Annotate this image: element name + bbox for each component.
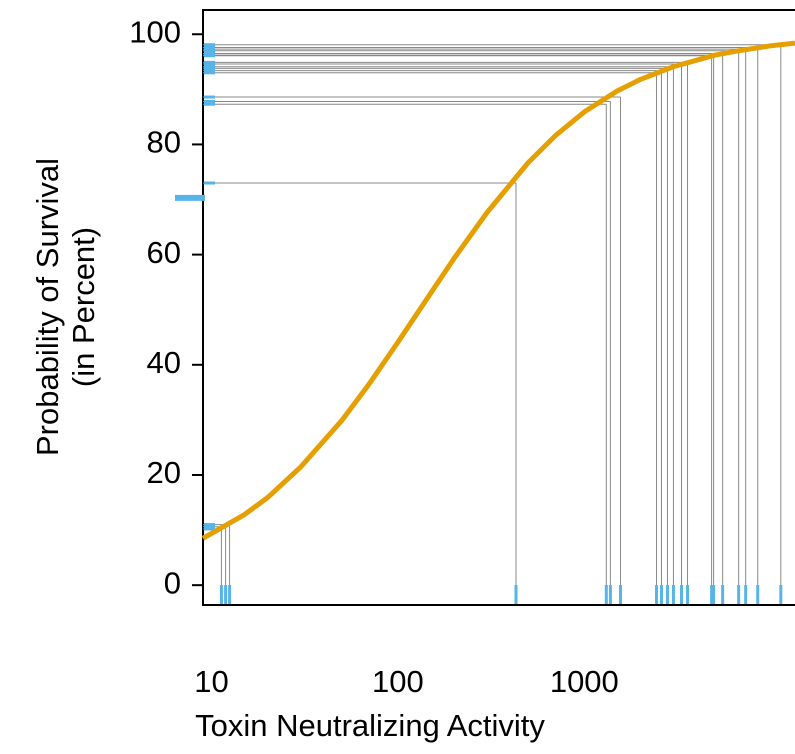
y-tick-label: 0: [164, 565, 181, 600]
y-tick-label: 40: [147, 345, 181, 380]
y-tick-label: 60: [147, 235, 181, 270]
y-tick-label: 100: [129, 14, 181, 49]
x-tick-label: 1000: [550, 664, 619, 699]
y-tick-label: 20: [147, 455, 181, 490]
x-axis-label: Toxin Neutralizing Activity: [195, 708, 545, 743]
y-tick-label: 80: [147, 125, 181, 160]
plot-frame: [202, 9, 795, 606]
fitted-curve: [201, 40, 795, 541]
x-tick-label: 10: [194, 664, 228, 699]
y-axis-label: Probability of Survival: [30, 158, 65, 456]
y-axis-label: (in Percent): [66, 227, 101, 387]
x-tick-label: 100: [372, 664, 424, 699]
